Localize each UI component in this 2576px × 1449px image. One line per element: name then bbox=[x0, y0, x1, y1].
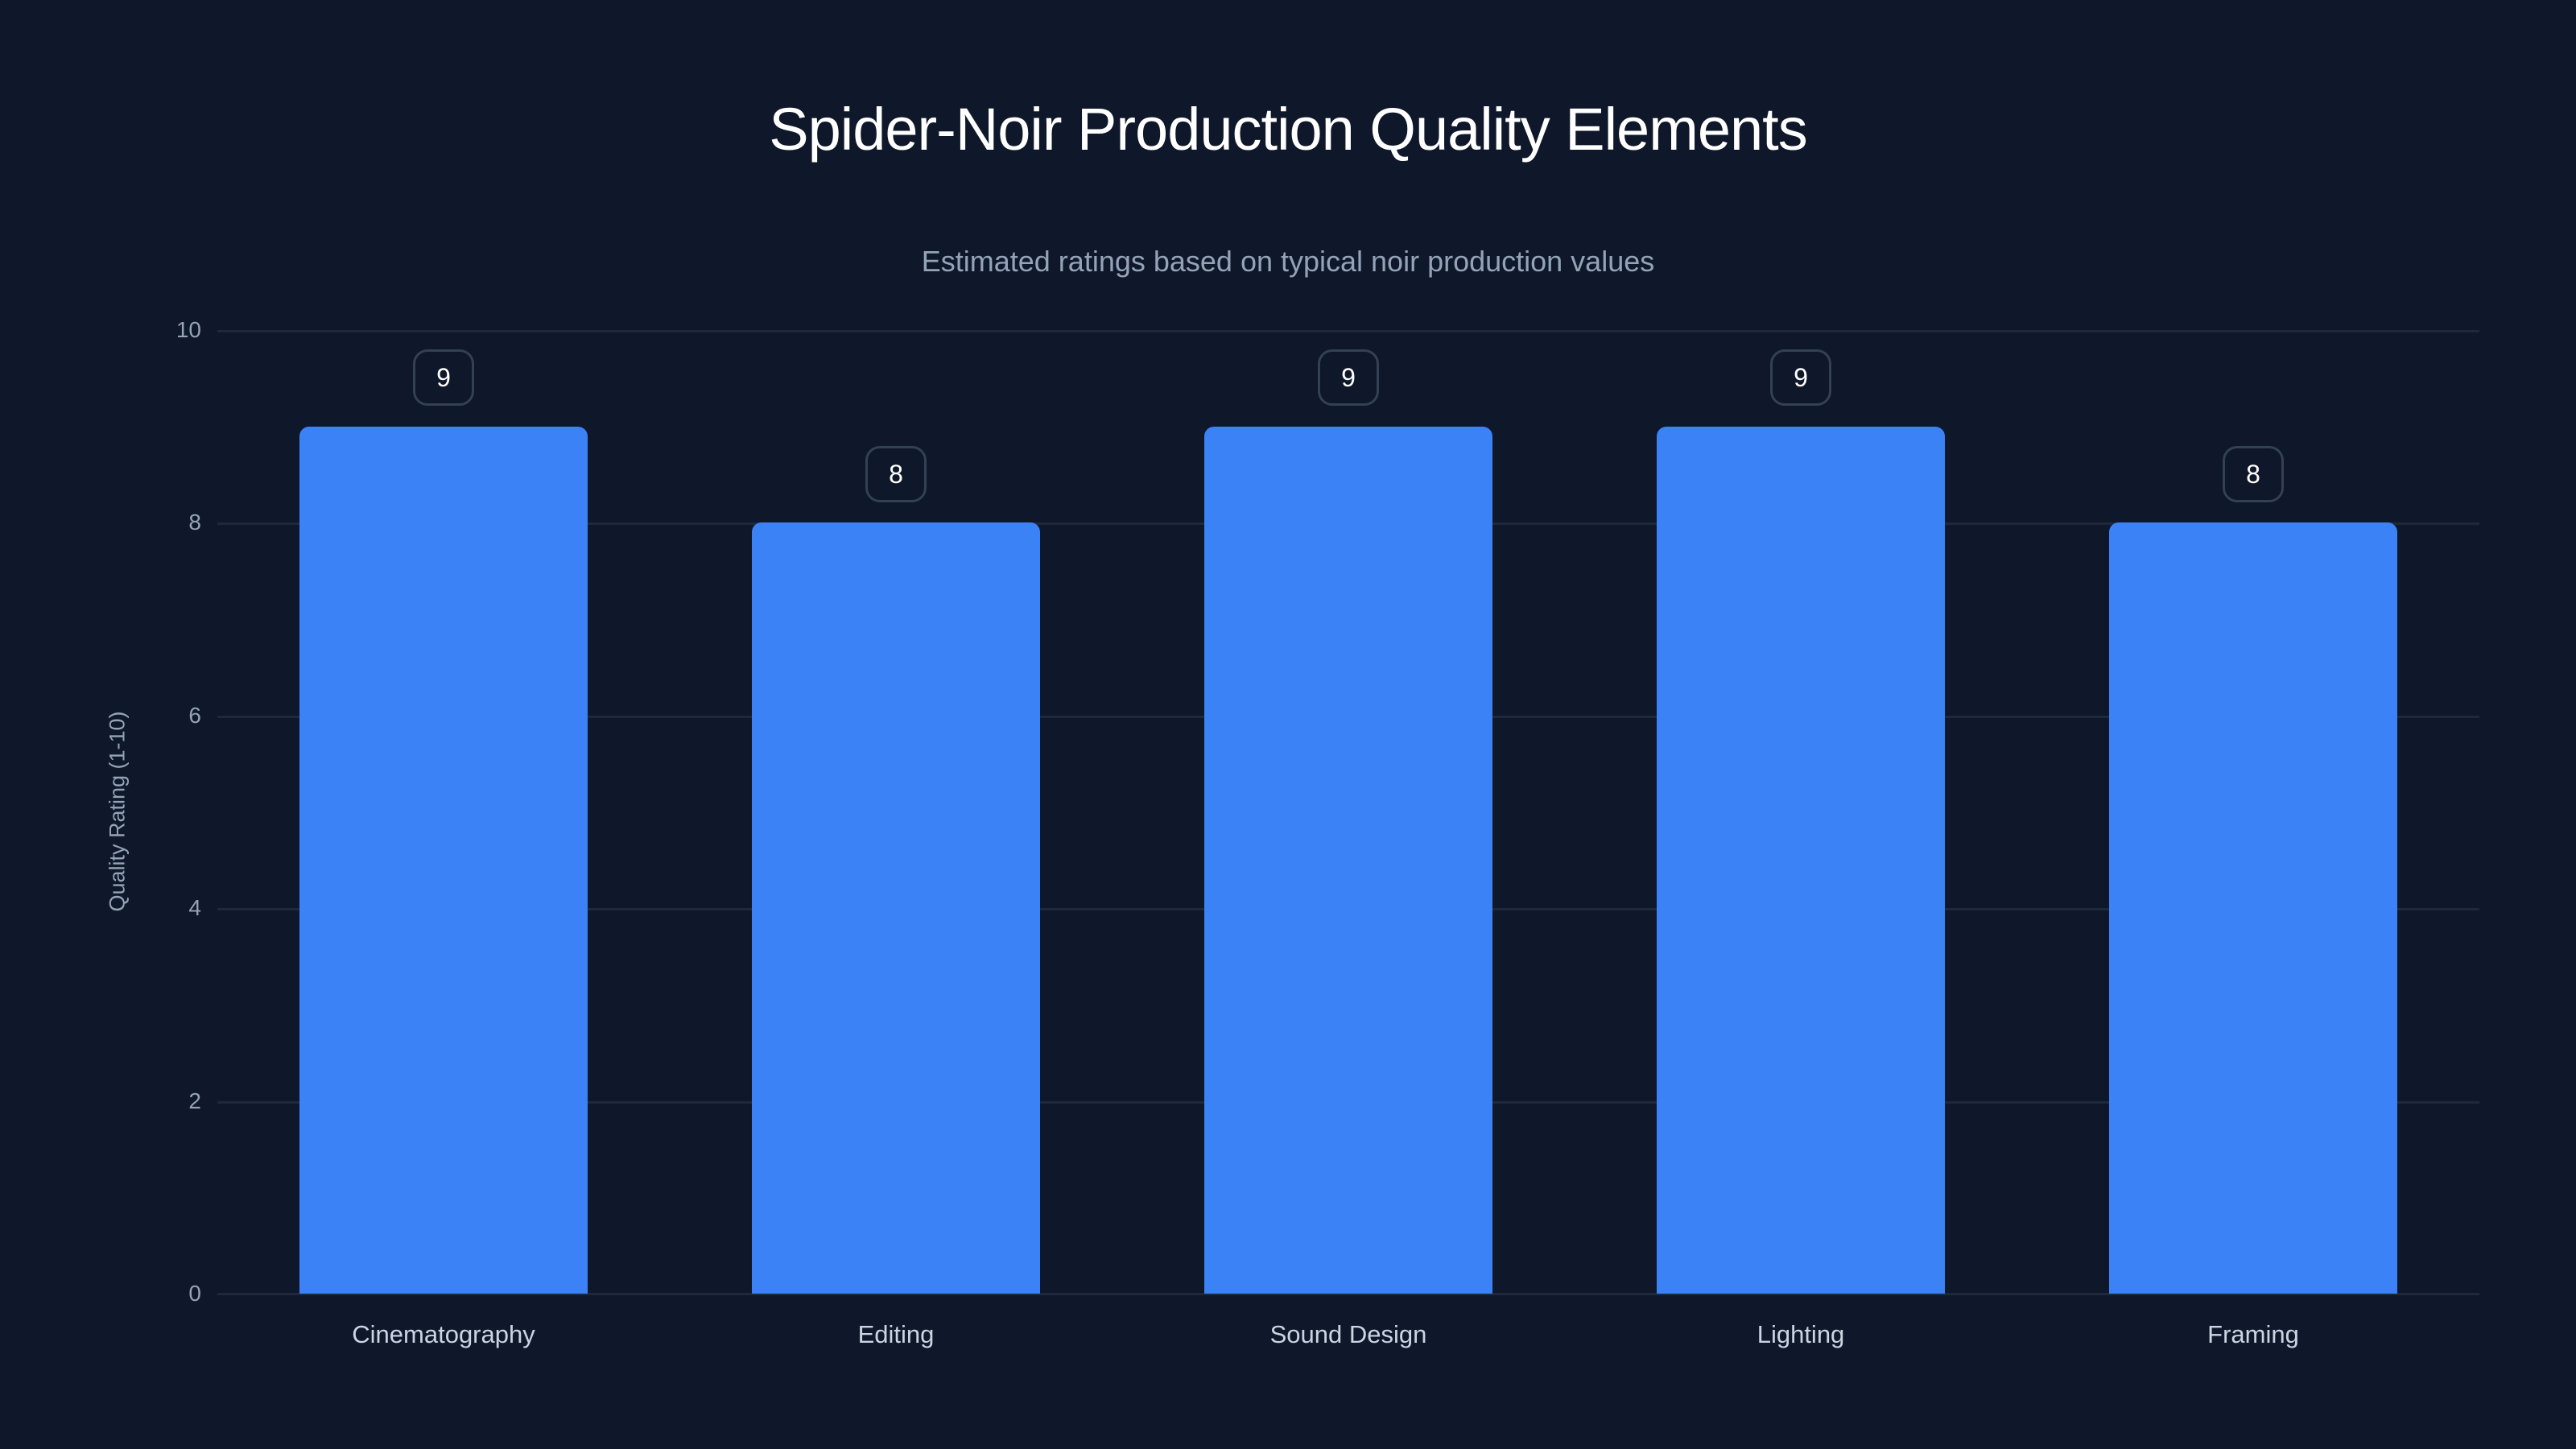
y-axis-label: Quality Rating (1-10) bbox=[105, 711, 130, 912]
y-tick: 4 bbox=[188, 895, 201, 920]
chart-title: Spider-Noir Production Quality Elements bbox=[769, 96, 1807, 163]
gridline-10 bbox=[217, 330, 2479, 332]
bar-editing[interactable] bbox=[752, 522, 1040, 1294]
x-tick-label: Editing bbox=[857, 1320, 935, 1348]
y-tick: 6 bbox=[188, 703, 201, 728]
y-tick: 10 bbox=[175, 317, 201, 342]
y-tick: 0 bbox=[188, 1281, 201, 1306]
x-tick-label: Sound Design bbox=[1269, 1320, 1427, 1348]
bar-cinematography[interactable] bbox=[299, 427, 588, 1294]
data-label: 9 bbox=[1318, 349, 1379, 406]
data-label: 9 bbox=[413, 349, 474, 406]
x-tick-label: Cinematography bbox=[352, 1320, 535, 1348]
data-label: 9 bbox=[1770, 349, 1831, 406]
bar-framing[interactable] bbox=[2109, 522, 2397, 1294]
baseline-0 bbox=[217, 1293, 2479, 1295]
y-tick: 8 bbox=[188, 510, 201, 535]
bar-sound-design[interactable] bbox=[1204, 427, 1492, 1294]
y-tick: 2 bbox=[188, 1088, 201, 1113]
x-tick-label: Framing bbox=[2207, 1320, 2299, 1348]
data-label: 8 bbox=[2223, 446, 2284, 502]
x-tick-label: Lighting bbox=[1757, 1320, 1845, 1348]
plot-area: 10 8 6 4 2 0 9 8 9 9 8 bbox=[176, 317, 2479, 1306]
data-label: 8 bbox=[865, 446, 927, 502]
chart-subtitle: Estimated ratings based on typical noir … bbox=[921, 245, 1655, 278]
bar-lighting[interactable] bbox=[1657, 427, 1945, 1294]
